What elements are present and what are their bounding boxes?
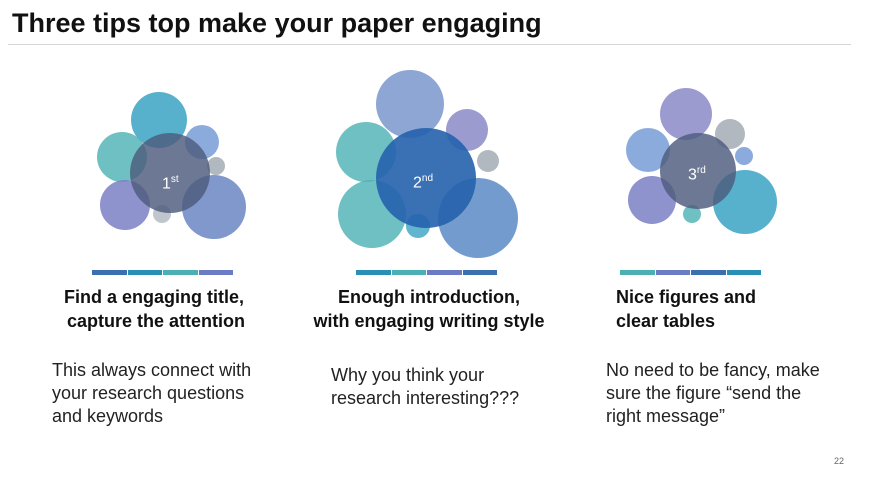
- slide-title: Three tips top make your paper engaging: [12, 8, 542, 38]
- tip-1-bubble-cluster: [97, 92, 246, 239]
- tip-2-heading: Enough introduction, with engaging writi…: [313, 287, 545, 331]
- bubble: [735, 147, 753, 165]
- tip-1-heading: Find a engaging title, capture the atten…: [64, 287, 246, 331]
- tip-2-description: Why you think your research interesting?…: [331, 365, 520, 408]
- page-number: 22: [833, 456, 844, 466]
- tip-1-color-bar: [92, 270, 234, 275]
- bubble: [628, 176, 676, 224]
- bubble: [715, 119, 745, 149]
- tip-2-bubble-cluster: [336, 70, 518, 258]
- bubble: [207, 157, 225, 175]
- bubble: [660, 133, 736, 209]
- tip-3-color-bar: [620, 270, 762, 275]
- tip-3-heading: Nice figures and clear tables: [616, 287, 757, 331]
- bubble: [130, 133, 210, 213]
- bubble: [376, 128, 476, 228]
- tip-2-color-bar: [356, 270, 498, 275]
- tip-3-description: No need to be fancy, make sure the figur…: [606, 360, 820, 426]
- tip-3-rank: 3rd: [688, 165, 706, 184]
- bubble: [683, 205, 701, 223]
- tip-1-rank: 1st: [162, 174, 179, 193]
- title-divider: [8, 44, 851, 45]
- bubble: [376, 70, 444, 138]
- tip-2-rank: 2nd: [413, 173, 434, 192]
- tip-1-description: This always connect with your research q…: [52, 360, 252, 426]
- tip-3-bubble-cluster: [626, 88, 777, 234]
- bubble: [477, 150, 499, 172]
- bubble: [660, 88, 712, 140]
- bubble: [626, 128, 670, 172]
